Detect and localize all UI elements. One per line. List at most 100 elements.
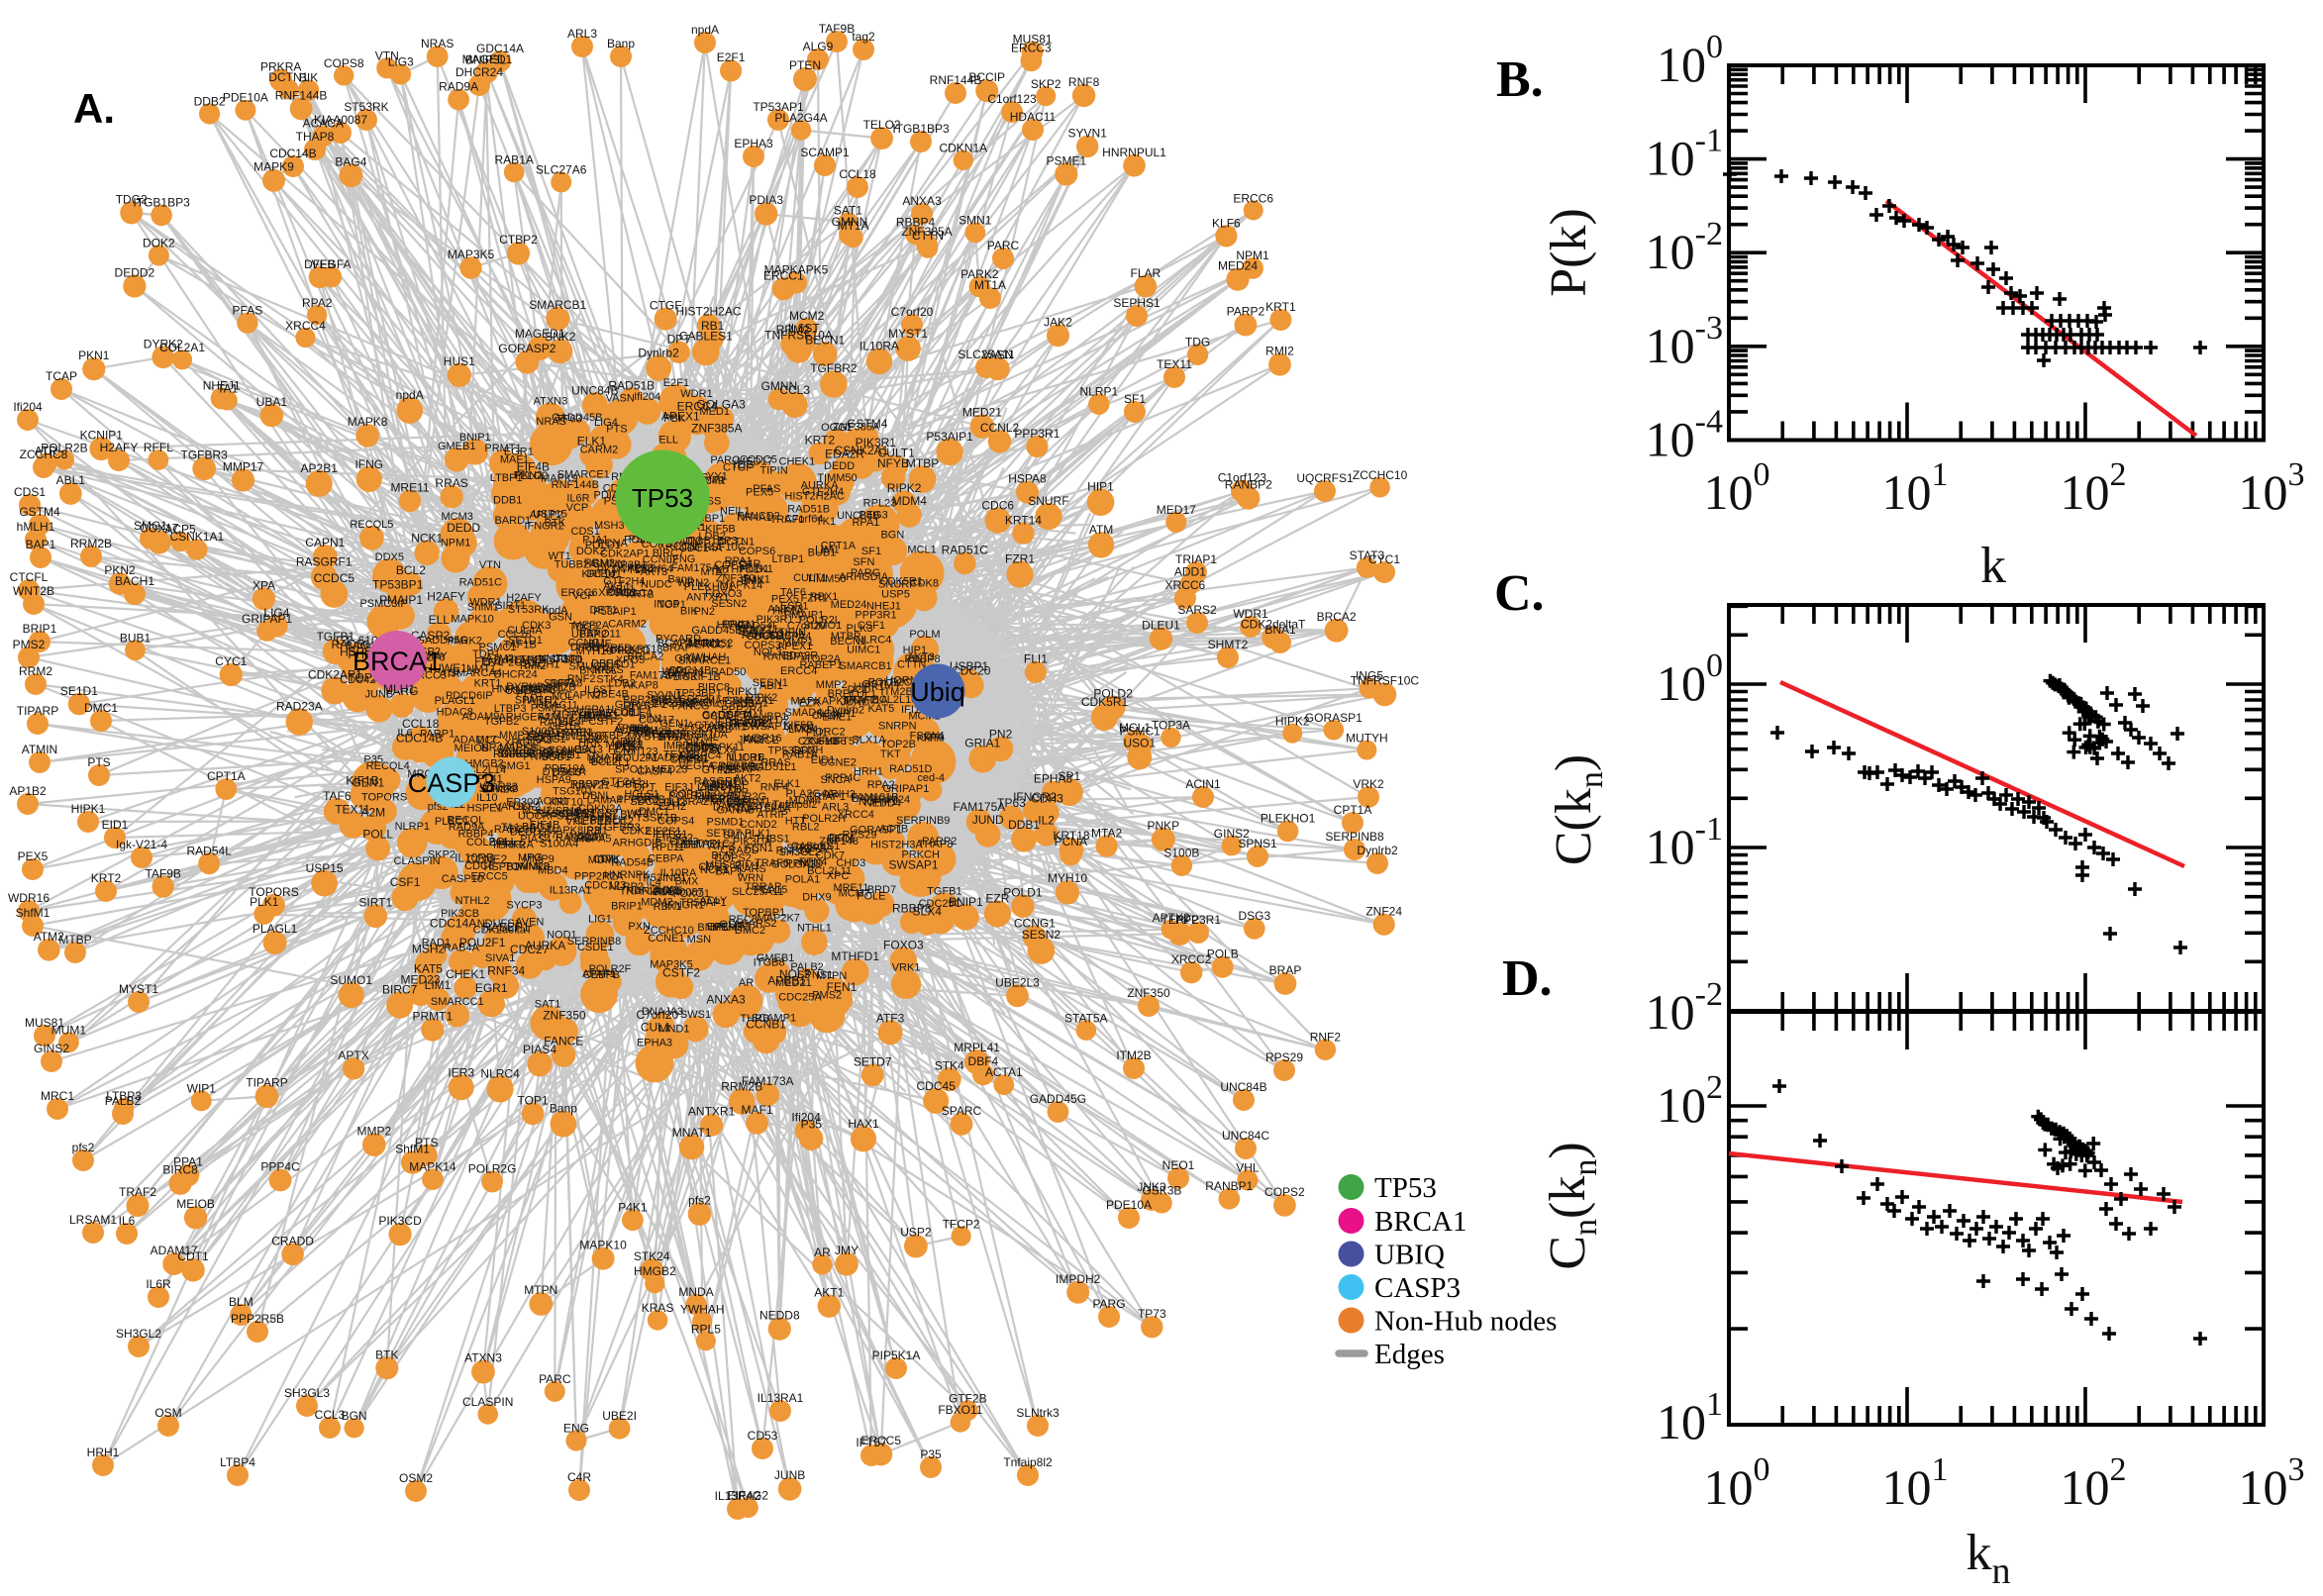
svg-text:LIG1: LIG1 [588,914,612,926]
svg-text:NCL: NCL [552,691,573,703]
svg-text:BRIP1: BRIP1 [23,622,57,636]
svg-text:RNF2: RNF2 [1310,1031,1342,1045]
svg-text:Ifi204: Ifi204 [791,1111,821,1125]
svg-text:CCL18: CCL18 [402,717,440,731]
svg-text:UQCRFS1: UQCRFS1 [1296,471,1354,485]
svg-text:ZNF24: ZNF24 [1365,905,1402,919]
svg-text:ARHGEF4: ARHGEF4 [498,712,550,724]
svg-text:AKT2: AKT2 [734,772,761,784]
svg-text:SNRPN: SNRPN [878,721,917,733]
svg-text:SKP2: SKP2 [1031,77,1061,91]
svg-text:SLX1A: SLX1A [852,734,886,746]
svg-text:TAF9B: TAF9B [819,22,855,36]
svg-text:ZNF350: ZNF350 [1127,986,1170,1000]
svg-text:RAD51C: RAD51C [459,576,502,588]
svg-text:RBL2: RBL2 [792,822,820,834]
svg-text:POLD1: POLD1 [1003,886,1043,900]
svg-text:TP63: TP63 [997,796,1026,810]
svg-text:RECQL: RECQL [447,815,484,827]
svg-text:DEDD: DEDD [824,460,855,472]
svg-text:ADAM17: ADAM17 [151,1244,198,1257]
svg-text:VCP: VCP [566,502,589,514]
svg-text:MNDA: MNDA [678,1285,713,1299]
svg-text:C7orf64: C7orf64 [784,513,823,525]
svg-text:CRADD: CRADD [271,1235,314,1248]
svg-text:COPS2: COPS2 [1264,1185,1305,1199]
svg-text:KRT1: KRT1 [1265,300,1296,314]
svg-text:LDB1: LDB1 [614,706,642,718]
svg-text:NLRP1: NLRP1 [395,821,430,833]
svg-text:ITGB1BP3: ITGB1BP3 [892,122,950,136]
svg-text:ABI1: ABI1 [759,680,783,692]
svg-text:BRF1: BRF1 [828,688,856,700]
svg-text:hMLH1: hMLH1 [17,520,55,534]
svg-text:SF1: SF1 [861,546,881,557]
svg-text:ACTA1: ACTA1 [985,1065,1023,1079]
svg-text:APTX: APTX [338,1048,368,1062]
svg-text:GADD45G: GADD45G [1030,1092,1086,1106]
svg-text:ARL3: ARL3 [822,801,850,813]
svg-text:RANBP1: RANBP1 [1205,1179,1253,1193]
svg-text:CDC14B: CDC14B [269,147,316,160]
svg-text:DARS: DARS [713,801,744,813]
svg-text:PKMYT1: PKMYT1 [597,564,641,576]
svg-text:HUS1: HUS1 [444,354,475,368]
svg-text:CSF1: CSF1 [390,875,421,889]
svg-text:HDAC8: HDAC8 [437,707,473,719]
svg-text:DOK2: DOK2 [143,237,175,250]
svg-text:RAD51C: RAD51C [942,544,989,557]
svg-text:KAT5: KAT5 [414,962,443,976]
svg-text:LTBP1: LTBP1 [771,553,804,565]
svg-text:SE1D1: SE1D1 [60,684,98,698]
svg-text:Dynlrb2: Dynlrb2 [1357,844,1398,857]
svg-text:PRIM1: PRIM1 [723,619,757,631]
svg-text:ST53RK: ST53RK [508,604,550,616]
svg-text:CTCFL: CTCFL [10,570,49,584]
svg-text:Banp: Banp [607,37,635,50]
svg-text:TOPORS: TOPORS [249,885,298,899]
svg-text:CDH2: CDH2 [656,797,685,809]
svg-text:CASP4: CASP4 [637,766,672,778]
svg-text:NEO1: NEO1 [1162,1158,1195,1172]
svg-text:CHD3: CHD3 [836,857,865,869]
svg-text:SHMT2: SHMT2 [1208,638,1249,651]
svg-text:KLF6: KLF6 [1212,216,1241,230]
svg-text:P53AIP1: P53AIP1 [926,430,973,444]
svg-text:ZNF385A: ZNF385A [691,422,742,436]
svg-text:WDR16: WDR16 [744,733,782,745]
svg-text:PNKP: PNKP [1147,819,1179,833]
svg-text:RNF144B: RNF144B [275,88,328,102]
svg-text:KRT14: KRT14 [1005,513,1042,527]
svg-text:XPA: XPA [252,578,275,592]
svg-text:SHMT2: SHMT2 [681,839,718,850]
svg-text:NPM1: NPM1 [1236,249,1269,262]
svg-text:H2AFY: H2AFY [506,592,542,604]
svg-text:RFFL: RFFL [144,441,173,454]
svg-text:PMAIP1: PMAIP1 [379,593,423,607]
svg-text:CCNE1: CCNE1 [648,933,684,945]
svg-text:RAD23B: RAD23B [494,824,537,836]
svg-text:CD53: CD53 [748,1429,778,1443]
svg-text:MADD: MADD [648,752,679,764]
svg-text:PIM1: PIM1 [735,860,760,872]
svg-text:ATXN3: ATXN3 [464,1351,502,1365]
svg-text:AKT3: AKT3 [641,566,668,578]
svg-text:SMN1: SMN1 [959,214,992,228]
svg-text:VRK2: VRK2 [1353,777,1384,791]
svg-text:XPC: XPC [827,870,850,882]
svg-text:TP53: TP53 [632,483,693,513]
svg-text:MAP2K7: MAP2K7 [757,913,799,925]
svg-text:DYRK2: DYRK2 [144,337,183,350]
svg-text:TTK: TTK [600,853,621,865]
svg-text:AP2B1: AP2B1 [301,461,339,475]
svg-text:KRT2: KRT2 [805,434,836,448]
svg-text:UBE2I: UBE2I [602,1409,637,1423]
svg-text:ZCCHC10: ZCCHC10 [1353,468,1408,482]
svg-text:CDC6: CDC6 [981,499,1014,513]
svg-text:ATF3: ATF3 [876,1011,905,1025]
svg-text:PIK3CA: PIK3CA [733,836,772,848]
svg-text:BRIP1: BRIP1 [611,901,643,913]
svg-text:APLP2: APLP2 [529,510,562,522]
svg-text:ERCC4: ERCC4 [780,665,817,677]
svg-text:CULT1: CULT1 [793,572,827,584]
